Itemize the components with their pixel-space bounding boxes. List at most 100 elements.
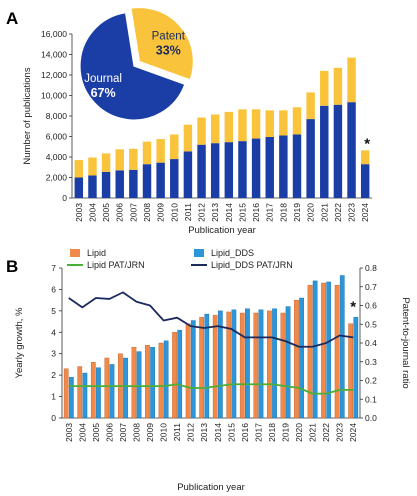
bar-journal	[306, 119, 315, 198]
x-tick-label: 2014	[224, 203, 234, 222]
bar-patent	[279, 110, 288, 136]
x-tick-label: 2017	[253, 423, 263, 442]
x-tick-label: 2022	[333, 203, 343, 222]
bar-journal	[88, 175, 97, 198]
bar-lipid	[294, 299, 299, 419]
bar-journal	[156, 162, 165, 198]
bar-lipid	[131, 347, 137, 419]
bar-patent	[156, 139, 165, 163]
pie-label-journal: Journal	[84, 73, 122, 85]
x-tick-label: 2017	[265, 203, 275, 222]
bar-journal	[101, 171, 111, 198]
pie-label-patent: Patent	[152, 31, 186, 43]
bar-journal	[197, 144, 206, 198]
line-lipid-pat-jrn	[68, 383, 354, 395]
y-right-tick-label: 0.3	[365, 357, 377, 367]
bar-lipid	[63, 368, 69, 419]
x-tick-label: 2020	[306, 203, 316, 222]
y-right-tick-label: 0.8	[365, 263, 377, 273]
bar-patent	[142, 141, 152, 165]
bar-lipid	[158, 342, 164, 419]
pie-percent-journal: 67%	[91, 86, 116, 100]
pie-slice-journal	[79, 11, 186, 121]
bar-journal	[292, 134, 302, 198]
legend-lipid-swatch	[70, 249, 80, 257]
bar-lipid-dds	[312, 280, 318, 419]
bar-patent	[74, 160, 84, 178]
bar-journal	[129, 169, 138, 198]
bar-lipid-dds	[204, 313, 210, 419]
x-tick-label: 2023	[347, 203, 357, 222]
bar-lipid	[321, 282, 326, 419]
y-tick-label: 4,000	[46, 152, 68, 162]
bar-lipid	[267, 310, 272, 419]
x-tick-label: 2013	[199, 423, 209, 442]
panel-b-label: B	[6, 257, 18, 276]
bar-lipid	[172, 332, 177, 419]
bar-journal	[265, 137, 274, 198]
bar-patent	[360, 150, 370, 165]
bar-patent	[129, 148, 138, 170]
bar-lipid	[212, 314, 218, 419]
bar-patent	[183, 124, 193, 152]
x-tick-label: 2008	[142, 203, 152, 222]
bar-patent	[101, 153, 111, 172]
line-lipid-dds-pat-jrn	[68, 291, 354, 348]
bar-lipid-dds	[109, 364, 115, 419]
y-axis-title: Number of publications	[22, 67, 33, 164]
y-tick-label: 16,000	[41, 29, 67, 39]
x-tick-label: 2015	[237, 203, 247, 222]
y-left-axis-title: Yearly growth, %	[14, 307, 25, 378]
x-tick-label: 2021	[308, 423, 318, 442]
bar-lipid	[104, 357, 110, 419]
bar-lipid-dds	[245, 308, 250, 419]
x-tick-label: 2003	[64, 423, 74, 442]
bar-lipid-dds	[68, 377, 74, 419]
x-tick-label: 2016	[251, 203, 261, 222]
x-tick-label: 2009	[145, 423, 155, 442]
x-tick-label: 2011	[183, 203, 193, 222]
bar-lipid-dds	[82, 372, 88, 419]
y-right-tick-label: 0.0	[365, 413, 377, 423]
y-right-tick-label: 0.2	[365, 376, 377, 386]
bar-patent	[238, 109, 247, 142]
bar-patent	[333, 67, 343, 105]
x-tick-label: 2005	[101, 203, 111, 222]
bar-journal	[224, 142, 234, 198]
x-tick-label: 2014	[213, 423, 223, 442]
x-tick-label: 2008	[132, 423, 142, 442]
bar-lipid	[199, 317, 205, 419]
x-tick-label: 2013	[210, 203, 220, 222]
bar-lipid-dds	[353, 317, 359, 419]
bar-journal	[210, 143, 220, 198]
y-left-tick-label: 3	[51, 349, 56, 359]
pie-slice-patent	[130, 7, 194, 81]
y-right-tick-label: 0.7	[365, 282, 377, 292]
x-tick-label: 2021	[319, 203, 329, 222]
bar-lipid-dds	[123, 357, 128, 419]
x-tick-label: 2012	[197, 203, 207, 222]
bar-lipid-dds	[285, 306, 291, 419]
bar-journal	[115, 170, 124, 198]
legend-lipid-dds-pat-jrn-label: Lipid_DDS PAT/JRN	[211, 260, 293, 270]
y-left-tick-label: 4	[51, 327, 56, 337]
pie-percent-patent: 33%	[156, 44, 181, 58]
x-tick-label: 2018	[278, 203, 288, 222]
y-tick-label: 6,000	[46, 132, 68, 142]
y-left-tick-label: 7	[51, 263, 56, 273]
bar-lipid-dds	[163, 340, 169, 419]
bar-lipid	[145, 344, 150, 419]
y-right-tick-label: 0.4	[365, 338, 377, 348]
bar-lipid-dds	[136, 351, 142, 419]
bar-lipid-dds	[231, 309, 237, 419]
bar-patent	[292, 107, 302, 135]
x-tick-label: 2023	[335, 423, 345, 442]
y-tick-label: 8,000	[46, 111, 68, 121]
y-left-tick-label: 2	[51, 370, 56, 380]
y-right-tick-label: 0.5	[365, 319, 377, 329]
y-left-tick-label: 6	[51, 284, 56, 294]
bar-lipid-dds	[299, 297, 304, 419]
bar-patent	[306, 92, 315, 120]
